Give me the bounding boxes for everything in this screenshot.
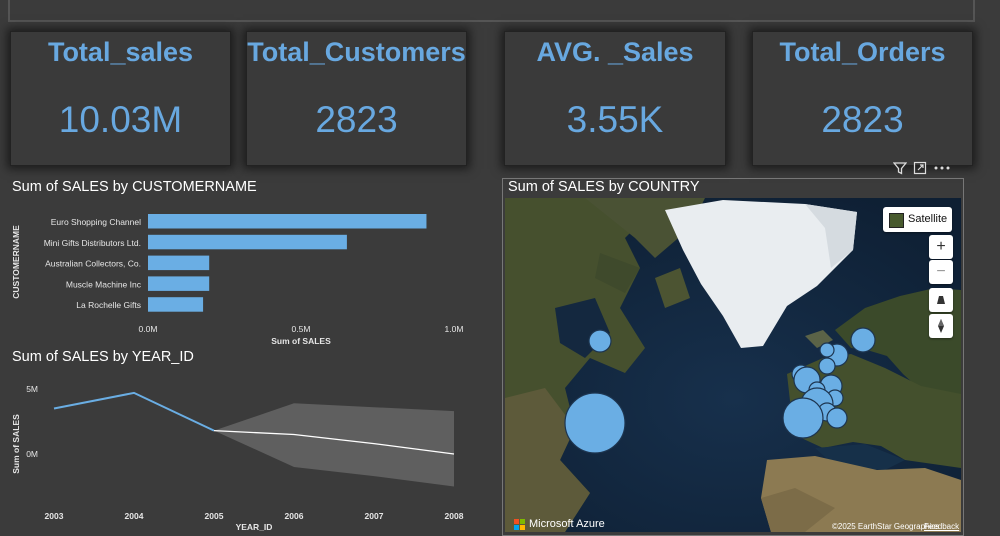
map-copyright: ©2025 EarthStar Geographics: [832, 522, 940, 531]
bubble-denmark[interactable]: [818, 357, 836, 375]
zoom-out-button[interactable]: −: [929, 260, 953, 284]
bar-y-axis-label: CUSTOMERNAME: [11, 225, 21, 299]
kpi-title: Total_sales: [47, 37, 194, 67]
line-y-axis-label: Sum of SALES: [11, 414, 21, 474]
kpi-title: Total_Customers: [247, 37, 466, 67]
map-bubble-layer: [564, 327, 876, 454]
line-x-tick-label: 2004: [125, 511, 144, 521]
kpi-card-total-customers[interactable]: Total_Customers 2823: [246, 31, 467, 166]
bar-x-tick-label: 1.0M: [445, 324, 464, 334]
kpi-card-avg-sales[interactable]: AVG. _Sales 3.55K: [504, 31, 726, 166]
top-bar: [0, 0, 1000, 22]
satellite-label: Satellite: [908, 213, 948, 225]
bar[interactable]: [148, 255, 210, 271]
line-x-tick-label: 2005: [205, 511, 224, 521]
bar[interactable]: [148, 234, 347, 250]
kpi-title: Total_Orders: [779, 37, 946, 67]
kpi-card-total-orders[interactable]: Total_Orders 2823: [752, 31, 973, 166]
kpi-value: 3.55K: [566, 99, 664, 140]
top-strip: [8, 0, 975, 22]
map-logo: Microsoft Azure: [514, 518, 605, 530]
bar-category-label: Australian Collectors, Co.: [45, 259, 141, 269]
more-options-icon[interactable]: [933, 161, 951, 180]
map-feedback-link[interactable]: Feedback: [924, 522, 960, 531]
kpi-value: 10.03M: [58, 99, 183, 140]
bar-category-label: La Rochelle Gifts: [76, 300, 141, 310]
forecast-confidence-band: [214, 403, 454, 487]
line-x-tick-label: 2003: [45, 511, 64, 521]
kpi-title: AVG. _Sales: [536, 37, 694, 67]
year-sales-line-chart[interactable]: Sum of SALES 5M 0M 2003 2004 2005 2006 2007 200…: [0, 368, 480, 536]
line-y-tick-label: 0M: [26, 449, 38, 459]
sales-line[interactable]: [53, 391, 215, 432]
kpi-value: 2823: [315, 99, 398, 140]
bar-x-axis-label: Sum of SALES: [271, 336, 331, 346]
map-canvas[interactable]: [505, 198, 961, 532]
map-logo-text: Microsoft Azure: [529, 518, 605, 530]
map-title: Sum of SALES by COUNTRY: [508, 179, 700, 195]
bar-category-label: Mini Gifts Distributors Ltd.: [44, 238, 141, 248]
focus-mode-icon[interactable]: [913, 161, 927, 180]
bar[interactable]: [148, 297, 204, 312]
bar-category-label: Euro Shopping Channel: [51, 217, 141, 227]
bubble-finland[interactable]: [850, 327, 876, 353]
bar-x-tick-label: 0.0M: [139, 324, 158, 334]
line-y-tick-label: 5M: [26, 384, 38, 394]
line-x-axis-label: YEAR_ID: [236, 522, 273, 532]
compass-button[interactable]: [929, 314, 953, 338]
bubble-spain[interactable]: [782, 397, 824, 439]
bubble-norway[interactable]: [819, 342, 835, 358]
bar[interactable]: [148, 214, 427, 229]
line-x-tick-label: 2008: [445, 511, 464, 521]
year-chart-title: Sum of SALES by YEAR_ID: [12, 349, 194, 365]
zoom-in-button[interactable]: +: [929, 235, 953, 259]
bubble-canada[interactable]: [588, 329, 612, 353]
bubble-italy[interactable]: [826, 407, 848, 429]
bar-category-label: Muscle Machine Inc: [66, 279, 142, 289]
customer-chart-title: Sum of SALES by CUSTOMERNAME: [12, 179, 257, 195]
filter-icon[interactable]: [892, 161, 908, 180]
bar[interactable]: [148, 276, 210, 291]
visual-header-icons: [892, 161, 951, 180]
microsoft-logo-icon: [514, 518, 525, 530]
tilt-icon: [937, 296, 945, 304]
bubble-usa[interactable]: [564, 392, 626, 454]
compass-icon: [938, 319, 944, 333]
bar-x-tick-label: 0.5M: [292, 324, 311, 334]
satellite-thumbnail-icon: [889, 213, 904, 228]
forecast-line[interactable]: [213, 429, 455, 455]
kpi-value: 2823: [821, 99, 904, 140]
kpi-card-total-sales[interactable]: Total_sales 10.03M: [10, 31, 231, 166]
satellite-style-button[interactable]: Satellite: [883, 207, 952, 232]
tilt-button[interactable]: [929, 288, 953, 312]
line-x-tick-label: 2007: [365, 511, 384, 521]
customer-sales-bar-chart[interactable]: CUSTOMERNAME Euro Shopping Channel Mini G…: [0, 198, 480, 350]
line-x-tick-label: 2006: [285, 511, 304, 521]
